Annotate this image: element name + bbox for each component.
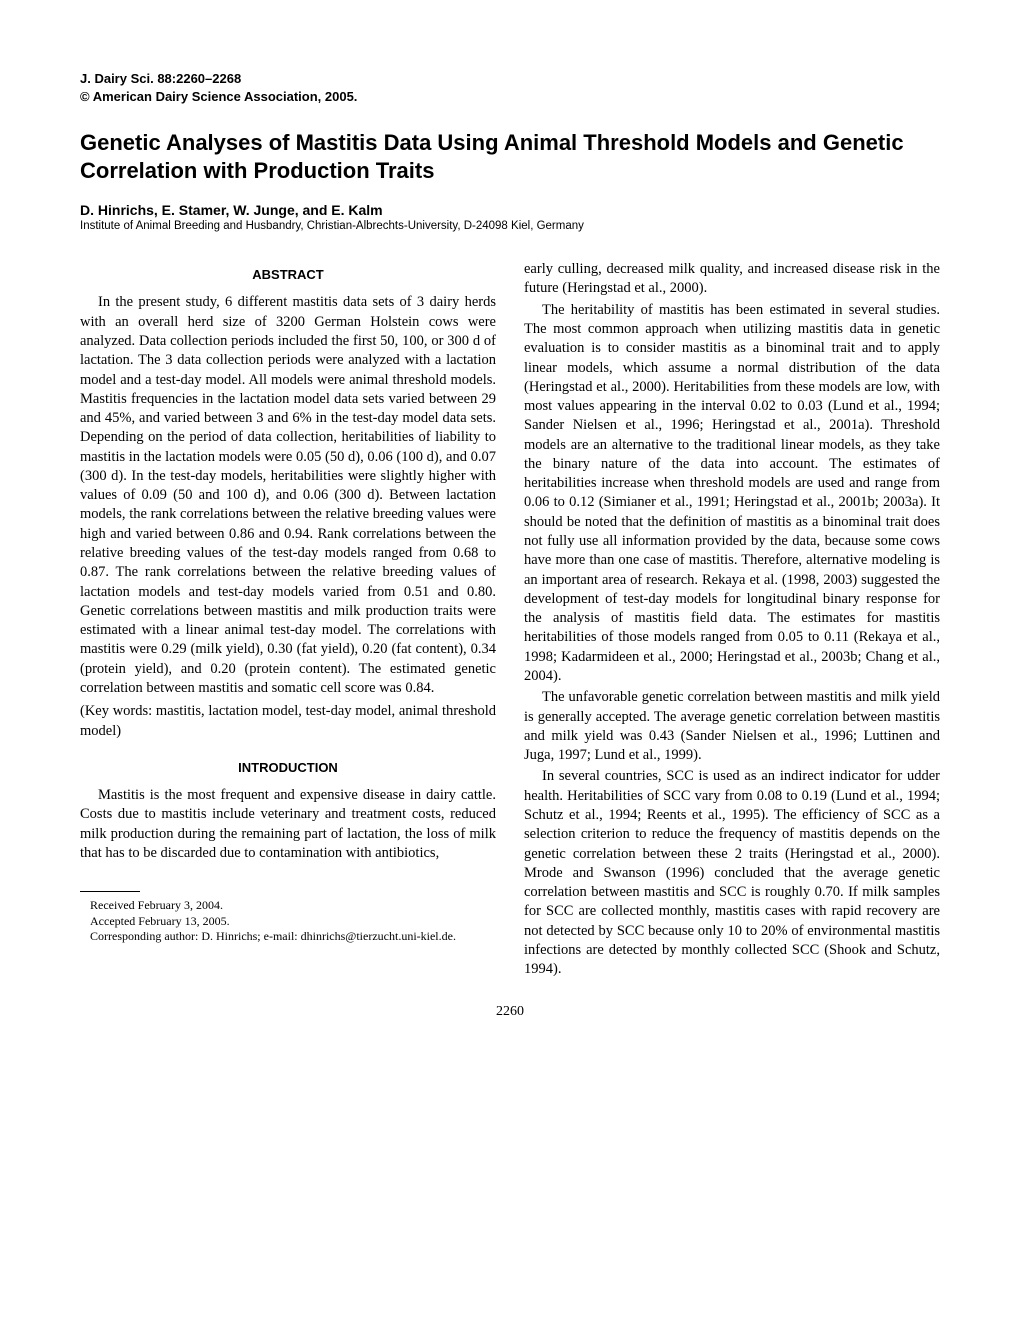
right-paragraph-4: In several countries, SCC is used as an … xyxy=(524,767,940,979)
abstract-paragraph: In the present study, 6 different mastit… xyxy=(80,293,496,698)
keywords-line: (Key words: mastitis, lactation model, t… xyxy=(80,702,496,741)
authors-line: D. Hinrichs, E. Stamer, W. Junge, and E.… xyxy=(80,202,940,218)
footnote-divider xyxy=(80,891,140,892)
right-paragraph-2: The heritability of mastitis has been es… xyxy=(524,301,940,687)
journal-reference: J. Dairy Sci. 88:2260–2268 © American Da… xyxy=(80,70,940,105)
page-container: J. Dairy Sci. 88:2260–2268 © American Da… xyxy=(0,0,1020,1070)
footnote-accepted: Accepted February 13, 2005. xyxy=(80,914,496,930)
two-column-layout: ABSTRACT In the present study, 6 differe… xyxy=(80,260,940,981)
abstract-heading: ABSTRACT xyxy=(80,266,496,283)
introduction-paragraph-1: Mastitis is the most frequent and expens… xyxy=(80,786,496,863)
footnote-received: Received February 3, 2004. xyxy=(80,898,496,914)
journal-citation: J. Dairy Sci. 88:2260–2268 xyxy=(80,70,940,88)
footnote-correspondence: Corresponding author: D. Hinrichs; e-mai… xyxy=(80,929,496,945)
affiliation-line: Institute of Animal Breeding and Husband… xyxy=(80,220,940,232)
introduction-heading: INTRODUCTION xyxy=(80,759,496,776)
journal-copyright: © American Dairy Science Association, 20… xyxy=(80,88,940,106)
right-column: early culling, decreased milk quality, a… xyxy=(524,260,940,981)
left-column: ABSTRACT In the present study, 6 differe… xyxy=(80,260,496,981)
right-paragraph-3: The unfavorable genetic correlation betw… xyxy=(524,688,940,765)
footnote-block: Received February 3, 2004. Accepted Febr… xyxy=(80,898,496,945)
page-number: 2260 xyxy=(80,1004,940,1020)
right-paragraph-1: early culling, decreased milk quality, a… xyxy=(524,260,940,299)
article-title: Genetic Analyses of Mastitis Data Using … xyxy=(80,129,940,184)
